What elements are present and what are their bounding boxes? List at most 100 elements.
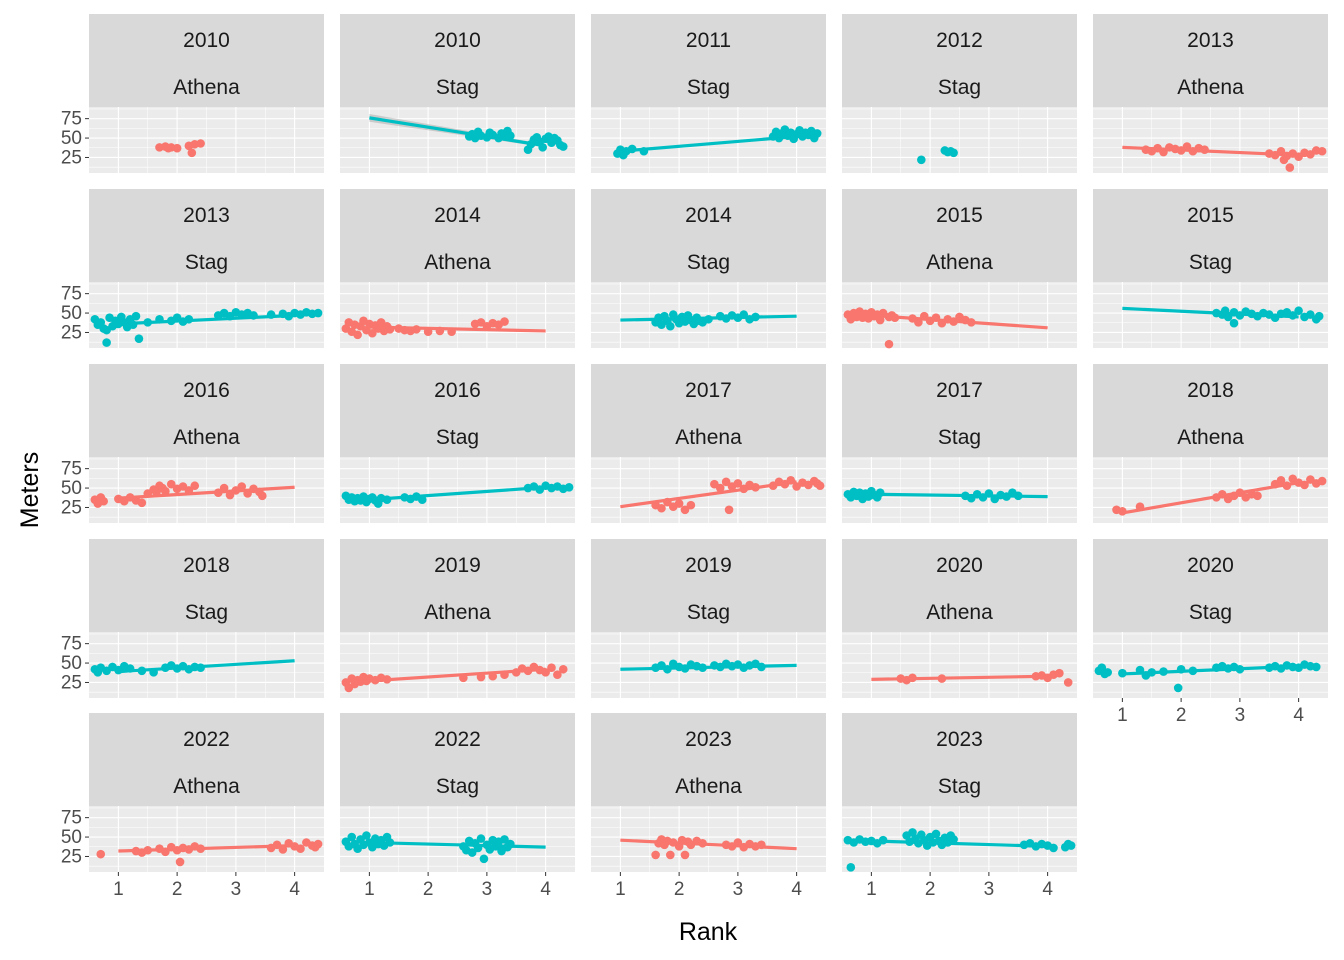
facet-year-label: 2023 bbox=[685, 728, 732, 751]
data-point bbox=[196, 663, 205, 672]
data-point bbox=[135, 334, 144, 343]
data-point bbox=[1014, 492, 1023, 501]
x-tick-label: 3 bbox=[482, 879, 493, 900]
data-point bbox=[559, 665, 568, 674]
facet-year-label: 2015 bbox=[1187, 204, 1234, 227]
x-tick-label: 1 bbox=[866, 879, 877, 900]
data-point bbox=[847, 863, 856, 872]
facet-group-label: Stag bbox=[436, 775, 479, 798]
data-point bbox=[538, 143, 547, 152]
data-point bbox=[500, 670, 509, 679]
facet-panel: 2016Athena255075 bbox=[61, 364, 324, 523]
data-point bbox=[666, 322, 675, 331]
data-point bbox=[314, 309, 323, 318]
data-point bbox=[938, 674, 947, 683]
y-tick-label: 25 bbox=[61, 147, 82, 168]
data-point bbox=[757, 841, 766, 850]
data-point bbox=[751, 313, 760, 322]
facet-group-label: Athena bbox=[1177, 76, 1244, 99]
facet-panel: 2020Athena bbox=[842, 539, 1077, 698]
data-point bbox=[353, 331, 362, 340]
facet-group-label: Athena bbox=[173, 775, 240, 798]
x-tick-label: 4 bbox=[791, 879, 802, 900]
facet-year-label: 2018 bbox=[183, 554, 230, 577]
facet-group-label: Athena bbox=[173, 426, 240, 449]
facet-group-label: Athena bbox=[675, 426, 742, 449]
data-point bbox=[917, 156, 926, 165]
facet-panel: 2014 Stag bbox=[591, 189, 826, 348]
data-point bbox=[1230, 319, 1239, 328]
facet-group-label: Stag bbox=[185, 251, 228, 274]
x-tick-label: 3 bbox=[231, 879, 242, 900]
data-point bbox=[908, 674, 917, 683]
data-point bbox=[891, 313, 900, 322]
data-point bbox=[506, 131, 515, 140]
facet-panel: 2022Athena2550751 2 3 4 bbox=[61, 713, 324, 900]
facet-group-label: Stag bbox=[687, 76, 730, 99]
data-point bbox=[547, 663, 556, 672]
data-point bbox=[1177, 665, 1186, 674]
faceted-scatter-chart: 2010Athena2550752010Stag2011Stag2012Stag… bbox=[0, 0, 1344, 960]
data-point bbox=[1189, 667, 1198, 676]
data-point bbox=[813, 129, 822, 138]
data-point bbox=[949, 149, 958, 158]
data-point bbox=[1312, 663, 1321, 672]
facet-panel: 2017 Stag bbox=[842, 364, 1077, 523]
data-point bbox=[559, 142, 568, 151]
facet-panel: 2019Athena bbox=[340, 539, 575, 698]
data-point bbox=[1118, 669, 1127, 678]
data-point bbox=[436, 327, 445, 336]
x-tick-label: 1 bbox=[1117, 705, 1128, 726]
facet-year-label: 2022 bbox=[434, 728, 481, 751]
data-point bbox=[480, 855, 489, 864]
data-point bbox=[1174, 684, 1183, 693]
data-point bbox=[132, 312, 141, 321]
x-tick-label: 1 bbox=[113, 879, 124, 900]
data-point bbox=[879, 836, 888, 845]
data-point bbox=[196, 139, 205, 148]
x-tick-label: 4 bbox=[540, 879, 551, 900]
data-point bbox=[220, 484, 229, 493]
facet-year-label: 2023 bbox=[936, 728, 983, 751]
x-tick-label: 4 bbox=[1293, 705, 1304, 726]
data-point bbox=[1318, 477, 1327, 486]
data-point bbox=[949, 835, 958, 844]
x-tick-label: 4 bbox=[1042, 879, 1053, 900]
facet-panel: 2022 Stag 1 2 3 4 bbox=[340, 713, 575, 900]
facet-panel: 2015Athena bbox=[842, 189, 1077, 348]
facet-group-label: Athena bbox=[1177, 426, 1244, 449]
data-point bbox=[687, 501, 696, 510]
facet-year-label: 2014 bbox=[685, 204, 732, 227]
data-point bbox=[506, 840, 515, 849]
x-tick-label: 2 bbox=[1176, 705, 1187, 726]
data-point bbox=[681, 851, 690, 860]
x-tick-label: 1 bbox=[364, 879, 375, 900]
data-point bbox=[628, 145, 637, 154]
facet-group-label: Stag bbox=[938, 426, 981, 449]
data-point bbox=[527, 140, 536, 149]
data-point bbox=[383, 675, 392, 684]
data-point bbox=[640, 147, 649, 156]
facet-year-label: 2010 bbox=[434, 29, 481, 52]
facet-year-label: 2011 bbox=[686, 29, 731, 52]
facet-panel: 2012Stag bbox=[842, 14, 1077, 173]
data-point bbox=[99, 497, 108, 506]
x-tick-label: 3 bbox=[984, 879, 995, 900]
facet-year-label: 2020 bbox=[936, 554, 983, 577]
data-point bbox=[383, 495, 392, 504]
x-tick-label: 2 bbox=[172, 879, 183, 900]
data-point bbox=[149, 668, 158, 677]
facet-year-label: 2018 bbox=[1187, 379, 1234, 402]
data-point bbox=[1136, 502, 1145, 511]
data-point bbox=[188, 149, 197, 158]
data-point bbox=[138, 667, 147, 676]
data-point bbox=[698, 839, 707, 848]
data-point bbox=[816, 481, 825, 490]
x-tick-label: 3 bbox=[733, 879, 744, 900]
data-point bbox=[1200, 145, 1209, 154]
facet-group-label: Stag bbox=[436, 76, 479, 99]
data-point bbox=[267, 310, 276, 319]
facet-group-label: Stag bbox=[1189, 251, 1232, 274]
x-tick-label: 2 bbox=[423, 879, 434, 900]
data-point bbox=[249, 311, 258, 320]
